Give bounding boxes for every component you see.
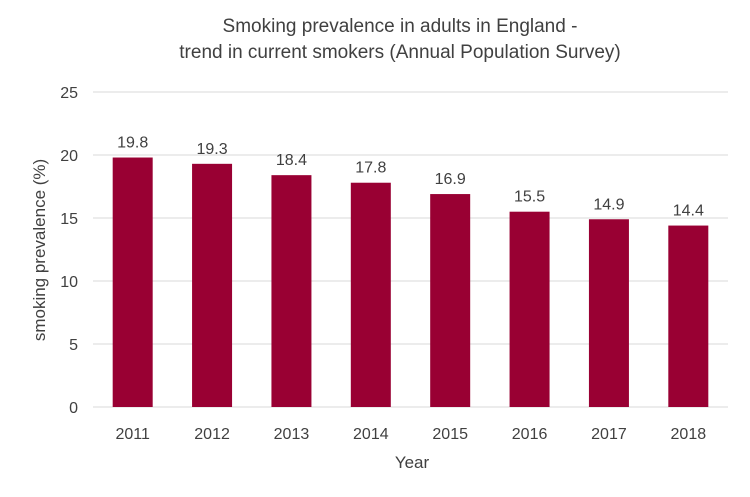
- chart-title: Smoking prevalence in adults in England …: [179, 16, 620, 63]
- bar-2011: [112, 157, 153, 407]
- data-label-2015: 16.9: [435, 171, 466, 188]
- x-tick-label-2011: 2011: [115, 426, 150, 443]
- bar-2016: [509, 211, 550, 407]
- y-tick-label: 20: [60, 148, 78, 165]
- x-tick-label-2017: 2017: [591, 426, 627, 443]
- x-axis-ticks: 2011 2012 2013 2014 2015 2016 2017 2018: [115, 426, 706, 443]
- x-tick-label-2016: 2016: [512, 426, 548, 443]
- data-label-2017: 14.9: [593, 196, 624, 213]
- y-tick-label: 15: [60, 211, 78, 228]
- y-tick-label: 0: [69, 400, 78, 417]
- chart-title-line-2: trend in current smokers (Annual Populat…: [179, 42, 620, 63]
- bar-2014: [350, 182, 391, 407]
- bar-2018: [668, 225, 709, 407]
- y-tick-label: 10: [60, 274, 78, 291]
- x-tick-label-2012: 2012: [194, 426, 230, 443]
- bar-2012: [192, 163, 233, 407]
- data-label-2013: 18.4: [276, 152, 307, 169]
- bar-2015: [430, 194, 471, 407]
- y-tick-label: 25: [60, 85, 78, 102]
- chart-title-line-1: Smoking prevalence in adults in England …: [223, 16, 578, 37]
- data-label-2018: 14.4: [673, 203, 704, 220]
- y-axis-ticks: 0 5 10 15 20 25: [60, 85, 78, 417]
- data-label-2014: 17.8: [355, 160, 386, 177]
- bar-2017: [588, 219, 629, 407]
- x-tick-label-2015: 2015: [432, 426, 468, 443]
- data-label-2011: 19.8: [117, 135, 148, 152]
- x-tick-label-2013: 2013: [274, 426, 310, 443]
- x-tick-label-2018: 2018: [671, 426, 707, 443]
- data-label-2012: 19.3: [196, 141, 227, 158]
- gridlines: [93, 91, 728, 408]
- x-tick-label-2014: 2014: [353, 426, 389, 443]
- y-axis-title: smoking prevalence (%): [30, 159, 49, 341]
- y-tick-label: 5: [69, 337, 78, 354]
- data-labels: 19.8 19.3 18.4 17.8 16.9 15.5 14.9 14.4: [117, 135, 704, 220]
- bar-2013: [271, 175, 312, 407]
- bars: [112, 157, 709, 407]
- x-axis-title: Year: [395, 453, 430, 472]
- data-label-2016: 15.5: [514, 189, 545, 206]
